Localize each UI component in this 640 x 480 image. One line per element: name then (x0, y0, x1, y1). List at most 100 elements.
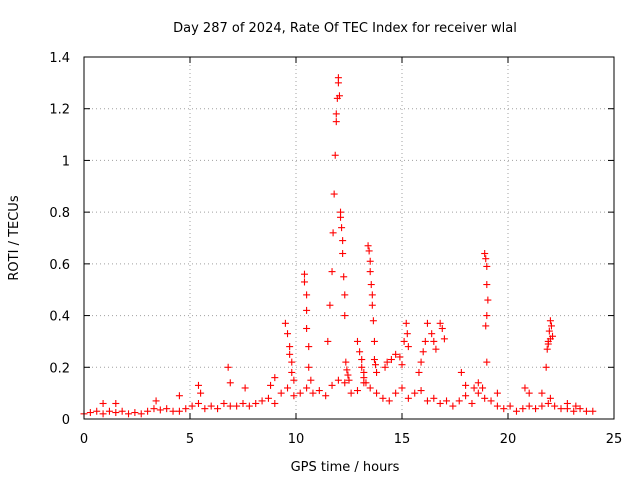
data-point (322, 392, 330, 400)
data-point (404, 394, 412, 402)
x-tick-label: 15 (394, 432, 411, 447)
data-point (197, 389, 205, 397)
data-point (241, 384, 249, 392)
data-point (150, 405, 158, 413)
data-point (546, 394, 554, 402)
data-point (345, 376, 353, 384)
data-point (449, 402, 457, 410)
data-point (428, 330, 436, 338)
data-point (392, 389, 400, 397)
data-point (329, 229, 337, 237)
data-point (545, 327, 553, 335)
data-point (99, 399, 107, 407)
data-point (362, 379, 370, 387)
data-point (284, 330, 292, 338)
data-point (267, 381, 275, 389)
data-point (436, 399, 444, 407)
data-point (233, 402, 241, 410)
data-point (457, 368, 465, 376)
data-point (417, 358, 425, 366)
data-point (483, 358, 491, 366)
data-point (281, 319, 289, 327)
data-point (315, 387, 323, 395)
data-point (369, 317, 377, 325)
data-point (462, 381, 470, 389)
data-point (290, 392, 298, 400)
data-point (430, 337, 438, 345)
data-point (258, 397, 266, 405)
data-point (557, 405, 565, 413)
data-point (328, 268, 336, 276)
data-point (288, 368, 296, 376)
y-tick-label: 0.4 (49, 310, 70, 325)
data-point (404, 343, 412, 351)
data-point (137, 410, 145, 418)
y-tick-label: 0.8 (49, 206, 70, 221)
data-point (309, 389, 317, 397)
data-point (470, 384, 478, 392)
data-point (305, 343, 313, 351)
grid-lines (84, 57, 614, 419)
data-point (519, 405, 527, 413)
data-point (521, 384, 529, 392)
data-point (264, 394, 272, 402)
data-point (118, 407, 126, 415)
data-point (396, 353, 404, 361)
data-point (335, 92, 343, 100)
data-point (286, 343, 294, 351)
data-point (500, 405, 508, 413)
data-point (125, 410, 133, 418)
data-point (432, 345, 440, 353)
data-point (474, 389, 482, 397)
x-tick-label: 5 (186, 432, 194, 447)
data-point (271, 399, 279, 407)
data-point (572, 402, 580, 410)
data-point (482, 255, 490, 263)
data-point (337, 213, 345, 221)
data-point (385, 397, 393, 405)
data-point (493, 402, 501, 410)
data-point (342, 358, 350, 366)
data-point (341, 312, 349, 320)
data-point (324, 337, 332, 345)
data-point (381, 363, 389, 371)
data-point (339, 250, 347, 258)
data-point (224, 363, 232, 371)
data-point (207, 402, 215, 410)
data-point (370, 337, 378, 345)
axis-ticks (83, 56, 615, 420)
data-point (330, 190, 338, 198)
data-point (372, 361, 379, 369)
data-point (303, 325, 311, 332)
y-tick-label: 0.6 (49, 258, 70, 273)
data-point (358, 363, 366, 371)
data-point (373, 368, 381, 376)
data-point (334, 74, 342, 82)
data-point (86, 409, 94, 417)
data-point (563, 399, 571, 407)
x-tick-label: 25 (606, 432, 623, 447)
data-point (443, 397, 451, 405)
data-point (271, 374, 279, 382)
data-point (512, 407, 520, 415)
data-point (156, 406, 164, 414)
data-point (438, 325, 446, 332)
data-point (368, 301, 376, 309)
data-point (93, 407, 101, 415)
data-point (112, 399, 120, 407)
data-point (326, 301, 334, 309)
data-point (487, 397, 495, 405)
data-point (182, 405, 190, 413)
data-point (201, 405, 209, 413)
data-point (169, 407, 177, 415)
data-point (144, 407, 152, 415)
data-point (421, 337, 429, 345)
data-point (353, 387, 361, 395)
data-point (379, 394, 387, 402)
data-point (340, 273, 348, 281)
x-tick-label: 10 (288, 432, 305, 447)
data-point (356, 348, 364, 356)
data-point (455, 397, 463, 405)
data-point (364, 242, 372, 250)
data-point (415, 368, 423, 376)
